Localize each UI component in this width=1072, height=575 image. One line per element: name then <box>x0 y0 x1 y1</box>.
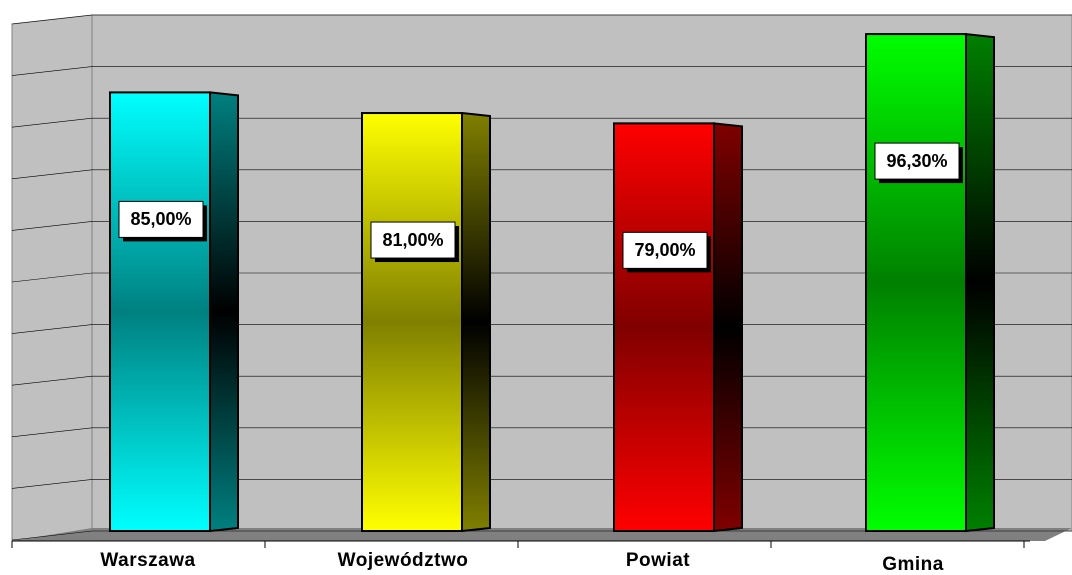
side-grid-line <box>11 479 93 489</box>
value-label-box <box>874 142 960 180</box>
value-label-box <box>622 231 708 269</box>
side-grid-line <box>11 324 93 334</box>
value-label: 96,30% <box>886 151 947 171</box>
bar <box>613 122 715 533</box>
side-wall <box>11 14 93 542</box>
x-tick-label: Województwo <box>338 550 469 571</box>
value-label: 79,00% <box>634 240 695 260</box>
side-grid-line <box>11 117 93 128</box>
x-tick-label: Gmina <box>882 554 944 575</box>
bar <box>109 91 211 533</box>
bar-side <box>209 91 239 533</box>
bar-side <box>713 122 743 533</box>
side-grid-line <box>11 375 93 386</box>
value-label: 85,00% <box>130 209 191 229</box>
side-grid-line <box>11 221 93 231</box>
x-tick-label: Powiat <box>626 550 690 571</box>
side-grid-line <box>11 169 93 180</box>
side-grid-line <box>11 427 93 438</box>
side-grid-line <box>11 14 93 25</box>
bar-side <box>461 111 491 533</box>
value-label-box <box>370 221 456 259</box>
bar-side <box>965 32 995 533</box>
bar <box>361 112 463 532</box>
value-label-box <box>118 200 204 238</box>
side-grid-line <box>11 66 93 76</box>
side-grid-line <box>11 530 93 541</box>
bar <box>865 33 967 532</box>
side-grid-line <box>11 272 93 283</box>
value-label: 81,00% <box>382 230 443 250</box>
x-tick-label: Warszawa <box>100 550 195 571</box>
